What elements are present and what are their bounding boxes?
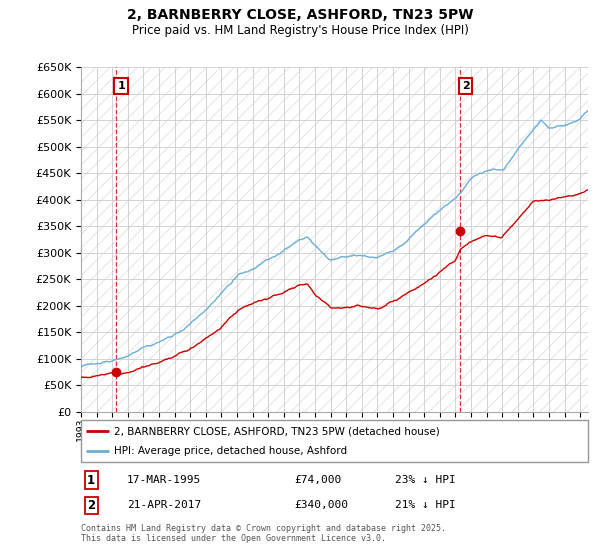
Text: Price paid vs. HM Land Registry's House Price Index (HPI): Price paid vs. HM Land Registry's House … [131,24,469,37]
Text: 23% ↓ HPI: 23% ↓ HPI [395,475,456,485]
Text: £74,000: £74,000 [294,475,341,485]
Text: 2, BARNBERRY CLOSE, ASHFORD, TN23 5PW: 2, BARNBERRY CLOSE, ASHFORD, TN23 5PW [127,8,473,22]
Text: 2: 2 [87,499,95,512]
Text: 21% ↓ HPI: 21% ↓ HPI [395,501,456,510]
Text: 17-MAR-1995: 17-MAR-1995 [127,475,201,485]
Text: 1: 1 [87,474,95,487]
Text: 21-APR-2017: 21-APR-2017 [127,501,201,510]
Text: £340,000: £340,000 [294,501,348,510]
Text: Contains HM Land Registry data © Crown copyright and database right 2025.
This d: Contains HM Land Registry data © Crown c… [81,524,446,543]
Text: 2, BARNBERRY CLOSE, ASHFORD, TN23 5PW (detached house): 2, BARNBERRY CLOSE, ASHFORD, TN23 5PW (d… [114,426,440,436]
Text: 1: 1 [117,81,125,91]
Text: HPI: Average price, detached house, Ashford: HPI: Average price, detached house, Ashf… [114,446,347,456]
Text: 2: 2 [462,81,470,91]
